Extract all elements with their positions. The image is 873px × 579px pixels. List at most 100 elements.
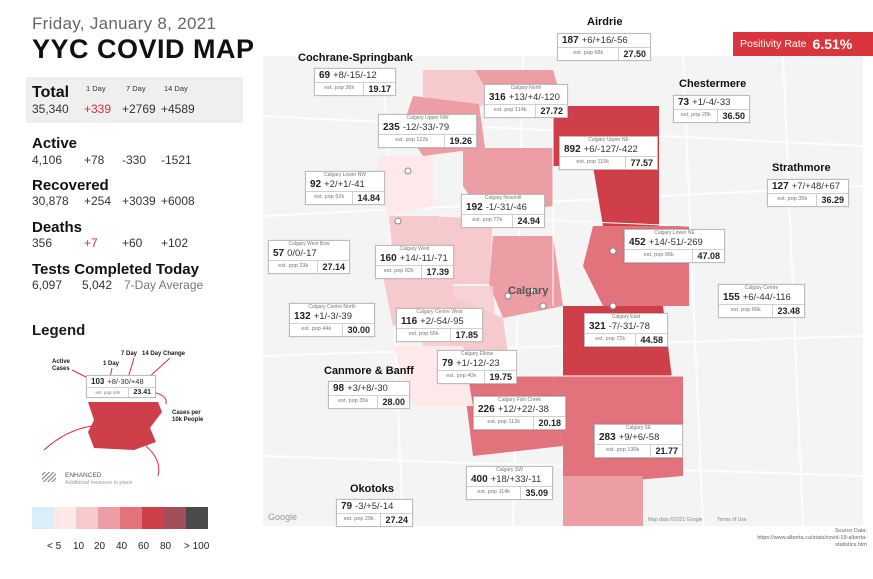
card-cochrane: 69 +8/-15/-12 est. pop 36k 19.17 [314, 68, 396, 96]
legend-sample-region [88, 402, 162, 450]
card-calgary-sw-changes: +18/+33/-11 [490, 474, 542, 485]
stat-active: Active [32, 135, 232, 152]
legend-1day-label: 1 Day [103, 361, 120, 367]
legend-scale-label: 20 [94, 541, 106, 552]
legend-arrow-14day [147, 357, 171, 379]
legend-enhanced-swatch [42, 472, 56, 482]
legend-scale-swatch [164, 507, 186, 529]
card-calgary-east-active: 321 [589, 321, 606, 332]
card-calgary-se-pop: est. pop 130k [606, 447, 640, 453]
col-header-14day: 14 Day [164, 84, 188, 93]
card-calgary-east: Calgary East 321 -7/-31/-78 est. pop 72k 4… [584, 313, 668, 347]
card-calgary-centre: Calgary Centre 155 +6/-44/-116 est. pop 6… [718, 284, 805, 318]
legend-scale-swatch [120, 507, 142, 529]
stat-total-label: Total [32, 84, 70, 101]
legend-diagram [42, 357, 171, 482]
card-calgary-west-bow-pop: est. pop 23k [278, 263, 309, 269]
stat-deaths-14day: +102 [161, 236, 189, 250]
legend-sample-pop: est. pop 44k [95, 390, 120, 395]
legend-arrow-7day [127, 357, 135, 379]
stat-deaths-label: Deaths [32, 219, 83, 236]
card-calgary-nosehill-area: Calgary Nosehill [484, 195, 522, 201]
stat-tests-avg-label: 7-Day Average [124, 278, 204, 292]
card-calgary-lower-ne-changes: +14/-51/-269 [648, 237, 703, 248]
card-calgary-nosehill-pop: est. pop 77k [472, 217, 503, 223]
card-chestermere-pop: est. pop 20k [680, 112, 711, 118]
map-title: YYC COVID MAP [32, 34, 255, 64]
card-calgary-se-changes: +9/+6/-58 [618, 432, 660, 443]
card-okotoks-pop: est. pop 29k [343, 516, 374, 522]
card-calgary-lower-ne-area: Calgary Lower NE [654, 230, 695, 236]
card-calgary-fish-creek-pop: est. pop 112k [487, 419, 521, 425]
map-google-logo: Google [268, 512, 298, 522]
stat-recovered-7day: +3039 [122, 194, 156, 208]
stat-deaths-1day: +7 [84, 236, 98, 250]
card-calgary-sw-active: 400 [471, 474, 488, 485]
stat-tests-value: 6,097 [32, 278, 63, 292]
card-calgary-elbow-rate: 19.75 [484, 371, 516, 383]
stat-deaths-7day: +60 [122, 236, 143, 250]
legend-arrow-scale [145, 445, 160, 477]
card-calgary-centre-area: Calgary Centre [744, 285, 779, 291]
region-centre-shape [489, 236, 563, 318]
stat-tests: Tests Completed Today [32, 261, 247, 278]
region-name-airdrie: Airdrie [587, 16, 623, 28]
map-terms-link[interactable]: Terms of Use [717, 517, 747, 523]
card-calgary-centre-rate: 23.48 [772, 305, 804, 317]
card-calgary-east-changes: -7/-31/-78 [608, 321, 650, 332]
card-calgary-north-area: Calgary North [510, 85, 542, 91]
card-calgary-fish-creek-changes: +12/+22/-38 [497, 404, 549, 415]
legend-scale-swatch [76, 507, 98, 529]
card-calgary-west-area: Calgary West [399, 246, 430, 252]
stat-total-7day: +2769 [122, 102, 156, 116]
card-calgary-north-rate: 27.72 [535, 105, 567, 117]
card-calgary-fish-creek-rate: 20.18 [533, 417, 565, 429]
legend-scale-label: > 100 [184, 541, 210, 552]
card-calgary-upper-ne: Calgary Upper NE 892 +6/-127/-422 est. po… [559, 136, 658, 170]
region-name-okotoks: Okotoks [350, 483, 395, 495]
card-calgary-centre-north-rate: 30.00 [342, 324, 374, 336]
stat-recovered-14day: +6008 [161, 194, 195, 208]
map-location-dots [394, 167, 617, 310]
card-calgary-lower-ne-rate: 47.08 [692, 250, 724, 262]
card-strathmore-changes: +7/+48/+67 [791, 181, 841, 192]
card-calgary-east-area: Calgary East [611, 314, 641, 320]
legend-scale-label: 10 [73, 541, 85, 552]
card-strathmore: 127 +7/+48/+67 est. pop 35k 36.29 [767, 179, 849, 207]
stat-tests-avg-value: 5,042 [82, 278, 113, 292]
card-canmore-banff-rate: 28.00 [377, 396, 409, 408]
legend-enhanced-label: ENHANCED [65, 472, 102, 479]
legend-enhanced-note: Additional measure in place [65, 480, 133, 486]
card-calgary-lower-ne-pop: est. pop 96k [643, 252, 674, 258]
card-calgary-elbow: Calgary Elbow 79 +1/-12/-23 est. pop 40k 1… [437, 350, 517, 384]
legend-scale-swatch [32, 507, 54, 529]
card-calgary-nosehill-rate: 24.94 [512, 215, 544, 227]
card-calgary-upper-nw-pop: est. pop 122k [395, 137, 429, 143]
col-header-7day: 7 Day [126, 84, 146, 93]
legend-scale-swatch [186, 507, 208, 529]
source-url[interactable]: https://www.alberta.ca/stats/covid-19-al… [757, 535, 867, 548]
total-highlight-box [26, 77, 243, 123]
card-calgary-se-area: Calgary SE [625, 425, 652, 431]
card-calgary-upper-nw-rate: 19.26 [444, 135, 476, 147]
positivity-rate-value: 6.51% [812, 36, 853, 52]
col-header-1day: 1 Day [86, 84, 106, 93]
card-calgary-west-bow-changes: 0/0/-17 [287, 248, 317, 259]
card-calgary-lower-ne-active: 452 [629, 237, 646, 248]
stat-recovered: Recovered [32, 177, 232, 194]
card-calgary-elbow-pop: est. pop 40k [446, 373, 477, 379]
card-calgary-centre-active: 155 [723, 292, 740, 303]
card-airdrie-rate: 27.50 [618, 48, 650, 60]
legend-scale-label: < 5 [47, 541, 62, 552]
card-calgary-upper-ne-pop: est. pop 115k [576, 159, 610, 165]
legend-scale-swatch [98, 507, 120, 529]
stat-total-value: 35,340 [32, 102, 69, 116]
stat-recovered-value: 30,878 [32, 194, 69, 208]
card-calgary-lower-nw-pop: est. pop 62k [314, 194, 345, 200]
card-calgary-se-rate: 21.77 [650, 445, 682, 457]
card-cochrane-changes: +8/-15/-12 [333, 70, 377, 81]
card-calgary-centre-changes: +6/-44/-116 [742, 292, 791, 303]
map-date: Friday, January 8, 2021 [32, 14, 217, 33]
card-calgary-upper-ne-area: Calgary Upper NE [588, 137, 629, 143]
legend-active-label: Active Cases [52, 359, 71, 372]
